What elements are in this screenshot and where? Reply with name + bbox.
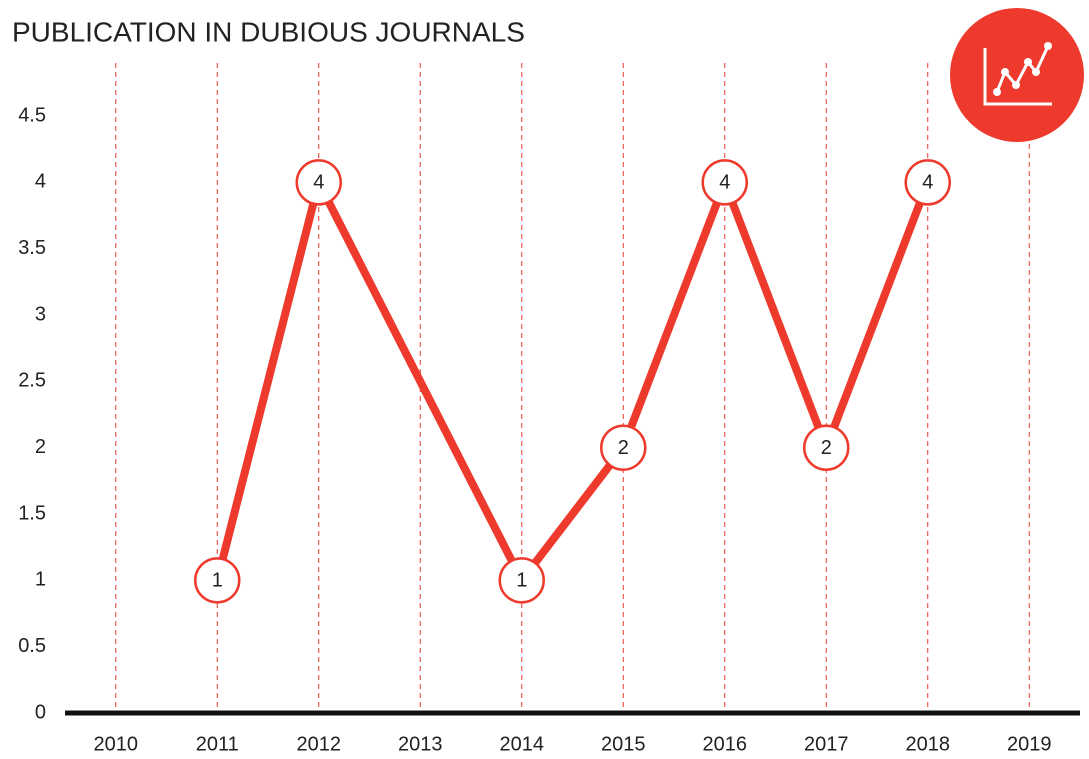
data-label: 2 xyxy=(618,437,629,459)
y-tick-label: 4.5 xyxy=(18,104,46,126)
data-label: 4 xyxy=(313,172,324,194)
chart-title: PUBLICATION IN DUBIOUS JOURNALS xyxy=(12,16,525,47)
y-tick-label: 3 xyxy=(35,303,46,325)
data-label: 1 xyxy=(212,570,223,592)
data-point xyxy=(600,424,647,471)
x-tick-label: 2017 xyxy=(804,733,849,755)
data-point xyxy=(803,424,850,471)
x-tick-label: 2019 xyxy=(1007,733,1052,755)
y-tick-label: 3.5 xyxy=(18,237,46,259)
y-tick-label: 1 xyxy=(35,569,46,591)
data-point xyxy=(194,557,241,604)
y-tick-label: 0.5 xyxy=(18,635,46,657)
x-tick-label: 2018 xyxy=(906,733,951,755)
y-tick-label: 2.5 xyxy=(18,370,46,392)
data-label: 4 xyxy=(719,172,730,194)
x-tick-label: 2011 xyxy=(196,733,239,755)
y-tick-label: 2 xyxy=(35,436,46,458)
x-tick-label: 2013 xyxy=(398,733,443,755)
chart-icon xyxy=(950,8,1084,142)
y-tick-label: 0 xyxy=(35,701,46,723)
data-label: 1 xyxy=(516,570,527,592)
y-tick-label: 1.5 xyxy=(18,502,46,524)
data-point xyxy=(904,159,951,206)
x-tick-label: 2014 xyxy=(500,733,545,755)
x-tick-label: 2010 xyxy=(94,733,139,755)
data-point xyxy=(295,159,342,206)
y-tick-label: 4 xyxy=(35,171,46,193)
data-label: 2 xyxy=(821,437,832,459)
data-label: 4 xyxy=(922,172,933,194)
x-tick-label: 2015 xyxy=(601,733,646,755)
x-tick-label: 2012 xyxy=(297,733,342,755)
x-tick-label: 2016 xyxy=(703,733,748,755)
data-point xyxy=(701,159,748,206)
data-point xyxy=(498,557,545,604)
series-line xyxy=(213,178,932,585)
